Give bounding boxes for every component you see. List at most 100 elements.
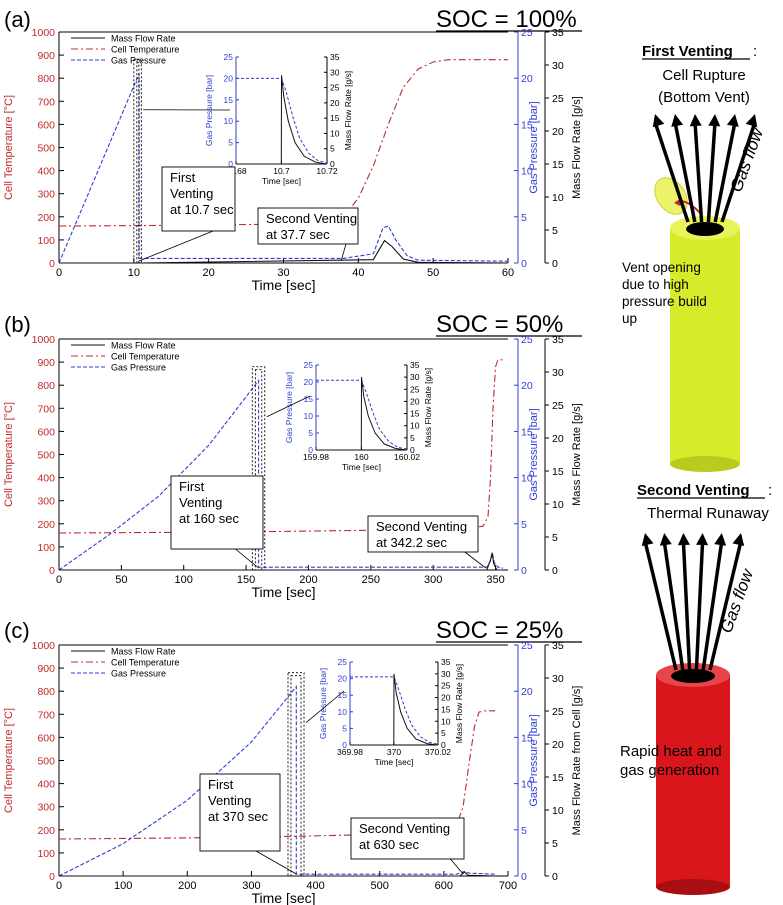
diagram-body-text: pressure build (622, 294, 707, 309)
left-y-tick-label: 0 (49, 565, 55, 577)
inset-right-tick-label: 25 (410, 384, 420, 394)
gas-flow-arrow (662, 540, 685, 671)
inset-right-tick-label: 0 (410, 445, 415, 455)
flow-y-tick-label: 20 (552, 126, 564, 138)
gas-flow-arrowhead (671, 114, 684, 127)
flow-y-tick-label: 10 (552, 192, 564, 204)
inset-right-tick-label: 10 (330, 128, 340, 138)
inset-x-tick-label: 369.98 (337, 747, 363, 757)
inset-left-axis-label: Gas Pressure [bar] (284, 372, 294, 443)
x-tick-label: 350 (486, 574, 504, 586)
inset-left-tick-label: 10 (224, 116, 234, 126)
x-tick-label: 50 (427, 267, 439, 279)
legend-entry: Cell Temperature (111, 45, 179, 55)
diagram-subtitle: Cell Rupture (662, 67, 745, 84)
x-tick-label: 20 (203, 267, 215, 279)
zoom-box-inner (136, 62, 140, 264)
legend-entry: Cell Temperature (111, 658, 179, 668)
gas-flow-arrowhead (641, 533, 654, 547)
second-venting-diagram: Second Venting: Thermal Runaway Gas flow Ra… (620, 482, 772, 895)
soc-title: SOC = 50% (436, 311, 563, 338)
annotation-text: First (208, 777, 234, 792)
diagram-body-text: Rapid heat and (620, 743, 722, 760)
pressure-y-tick-label: 20 (521, 686, 533, 698)
red-cell-bottom (656, 879, 730, 895)
flow-y-tick-label: 35 (552, 640, 564, 652)
pressure-y-tick-label: 25 (521, 334, 533, 346)
annotation-text: at 37.7 sec (266, 227, 330, 242)
gas-flow-arrow (673, 121, 697, 223)
inset-left-tick-label: 0 (342, 740, 347, 750)
inset-right-tick-label: 30 (410, 372, 420, 382)
pressure-y-axis-label: Gas Pressure [bar] (528, 101, 540, 193)
inset-flow-series (350, 673, 439, 746)
annotation-leader (340, 243, 347, 262)
x-tick-label: 40 (352, 267, 364, 279)
inset-right-tick-label: 35 (330, 52, 340, 62)
annotation-text: Venting (179, 495, 222, 510)
flow-y-tick-label: 5 (552, 532, 558, 544)
legend-entry: Cell Temperature (111, 352, 179, 362)
gas-flow-arrow (643, 540, 678, 671)
gas-flow-arrowhead (696, 533, 709, 546)
gas-flow-arrow (681, 540, 692, 671)
flow-y-tick-label: 5 (552, 225, 558, 237)
gas-flow-arrow (694, 540, 705, 671)
x-tick-label: 0 (56, 880, 62, 892)
x-tick-label: 500 (371, 880, 389, 892)
flow-y-tick-label: 0 (552, 258, 558, 270)
annotation-text: First (179, 479, 205, 494)
flow-y-tick-label: 0 (552, 871, 558, 883)
inset-x-axis-label: Time [sec] (342, 462, 381, 472)
pressure-y-tick-label: 5 (521, 212, 527, 224)
flow-y-axis-label: Mass Flow Rate [g/s] (571, 403, 583, 506)
x-tick-label: 400 (306, 880, 324, 892)
left-y-tick-label: 700 (37, 96, 55, 108)
legend-entry: Gas Pressure (111, 56, 166, 66)
diagram-body-text: due to high (622, 277, 689, 292)
inset-right-tick-label: 5 (441, 728, 446, 738)
flow-y-tick-label: 15 (552, 772, 564, 784)
inset-right-tick-label: 35 (441, 657, 451, 667)
panel-label: (b) (4, 312, 31, 337)
annotation-text: at 630 sec (359, 837, 419, 852)
gas-flow-arrowhead (726, 114, 739, 127)
inset-flow-series (236, 75, 328, 165)
annotation-leader (138, 230, 214, 262)
x-tick-label: 700 (499, 880, 517, 892)
left-y-tick-label: 400 (37, 779, 55, 791)
inset-chart: 0 5 10 15 20 25 0 5 10 15 20 25 30 35 10.68 10.7 10.72 Ti… (204, 52, 353, 186)
mass-flow-series (59, 552, 503, 571)
inset-right-tick-label: 30 (330, 67, 340, 77)
left-y-tick-label: 500 (37, 143, 55, 155)
temperature-series (58, 359, 503, 534)
pressure-y-tick-label: 10 (521, 779, 533, 791)
inset-flow-series (316, 377, 408, 451)
gas-flow-arrowhead (652, 114, 665, 128)
inset-right-tick-label: 15 (441, 704, 451, 714)
x-tick-label: 10 (128, 267, 140, 279)
left-y-tick-label: 100 (37, 542, 55, 554)
zoom-box (133, 59, 142, 264)
annotation-box (367, 515, 479, 553)
pressure-y-tick-label: 20 (521, 380, 533, 392)
left-y-axis-label: Cell Temperature [°C] (3, 95, 15, 200)
gas-flow-arrow (701, 540, 724, 671)
pressure-y-tick-label: 25 (521, 27, 533, 39)
pressure-y-tick-label: 0 (521, 258, 527, 270)
x-tick-label: 60 (502, 267, 514, 279)
flow-y-tick-label: 35 (552, 334, 564, 346)
flow-y-tick-label: 25 (552, 400, 564, 412)
x-tick-label: 300 (424, 574, 442, 586)
left-y-tick-label: 300 (37, 802, 55, 814)
inset-right-axis-label: Mass Flow Rate [g/s] (454, 664, 464, 743)
red-cell-body (656, 675, 730, 887)
annotation-box (199, 773, 281, 852)
red-vent-hole (671, 669, 715, 683)
gas-flow-arrowhead (659, 533, 672, 546)
flow-y-tick-label: 25 (552, 706, 564, 718)
pressure-y-tick-label: 20 (521, 73, 533, 85)
inset-left-tick-label: 0 (308, 445, 313, 455)
inset-right-tick-label: 15 (330, 113, 340, 123)
x-tick-label: 150 (237, 574, 255, 586)
